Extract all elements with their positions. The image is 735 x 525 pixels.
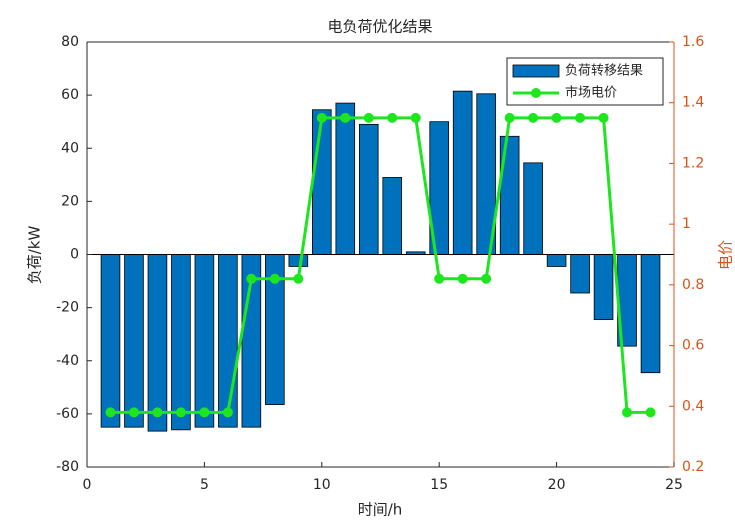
bar [523,162,543,255]
price-marker [434,273,445,284]
bar [218,254,238,428]
y-tick-label: 80 [61,34,79,50]
price-marker [387,112,398,123]
x-tick-label: 0 [83,477,92,493]
price-marker [622,407,633,418]
x-tick-label: 25 [665,477,683,493]
price-marker [199,407,210,418]
price-marker [410,112,421,123]
chart-title: 电负荷优化结果 [327,18,432,36]
y2-tick-label: 1 [682,216,691,232]
x-tick-label: 20 [548,477,566,493]
price-marker [645,407,656,418]
y-axis-label: 负荷/kW [26,226,44,285]
price-marker [340,112,351,123]
price-marker [598,112,609,123]
price-marker [152,407,163,418]
price-marker [316,112,327,123]
price-marker [105,407,116,418]
bar [593,254,614,320]
y-tick-label: -60 [56,406,79,422]
y-tick-label: -20 [56,300,79,316]
y-tick-label: 60 [61,87,79,103]
y2-tick-label: 0.6 [682,338,704,354]
bar [124,254,144,428]
y-tick-label: 40 [61,140,79,156]
bar [312,109,332,255]
y2-axis-label: 电价 [717,240,735,270]
bar [147,254,168,432]
x-tick-label: 10 [313,477,331,493]
bar [452,90,473,255]
x-axis-label: 时间/h [358,501,403,519]
x-tick-label: 5 [200,477,209,493]
price-marker [175,407,186,418]
y2-tick-label: 1.4 [682,95,704,111]
price-marker [551,112,562,123]
legend-label: 负荷转移结果 [565,64,643,79]
price-marker [269,273,280,284]
legend-swatch [512,64,560,78]
price-marker [222,407,233,418]
price-marker [528,112,539,123]
bar [335,102,356,255]
y-tick-label: -80 [56,459,79,475]
y2-tick-label: 1.2 [682,155,704,171]
price-marker [457,273,468,284]
legend-label: 市场电价 [565,85,617,101]
y2-tick-label: 0.2 [682,459,704,475]
y-tick-label: 20 [61,193,79,209]
price-marker [246,273,257,284]
y-tick-label: 0 [70,247,79,263]
bar [546,254,567,267]
legend-marker [531,88,541,98]
bar [288,254,309,267]
y2-tick-label: 1.6 [682,34,704,50]
price-marker [128,407,139,418]
bar [194,254,215,428]
bar [570,254,590,294]
price-marker [481,273,492,284]
y2-tick-label: 0.8 [682,277,704,293]
bar [100,254,121,428]
x-tick-label: 15 [430,477,448,493]
price-marker [293,273,304,284]
y2-tick-label: 0.4 [682,398,704,414]
y-tick-label: -40 [56,353,79,369]
price-marker [504,112,515,123]
price-marker [363,112,374,123]
bar [171,254,191,431]
price-marker [575,112,586,123]
bar [640,254,661,374]
bar [382,177,403,255]
bar [358,123,379,255]
